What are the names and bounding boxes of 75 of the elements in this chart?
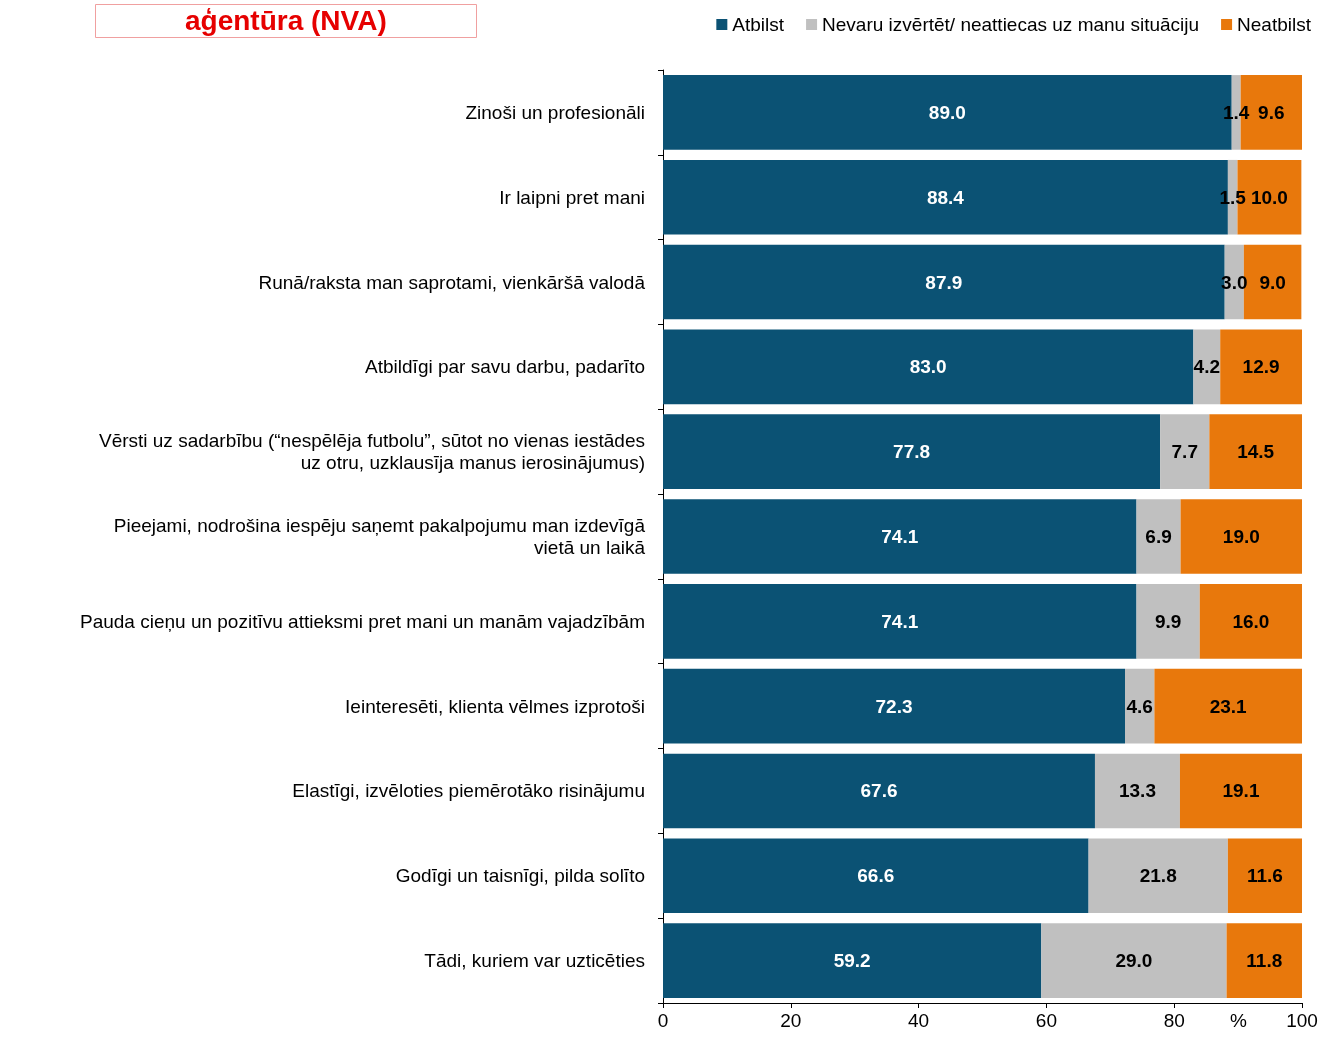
bar [663,499,1137,574]
y-tick-label: Godīgi un taisnīgi, pilda solīto [395,865,645,887]
x-tick-label: 0 [657,1010,669,1031]
y-tick-label: Pieejami, nodrošina iespēju saņemt pakalpojumu man izdevīgā vietā un laikā [113,515,646,558]
data-label: 7.7 [1171,441,1198,463]
bar [663,584,1137,659]
y-tick-label: Pauda cieņu un pozitīvu attieksmi pret mani un manām vajadzībām [79,610,645,632]
bar [1193,329,1221,405]
bar [1227,838,1302,914]
data-label: 89.0 [928,101,966,123]
data-label: 23.1 [1209,695,1248,717]
data-label: 19.0 [1222,526,1260,547]
bar [663,753,1095,829]
data-label: 6.9 [1145,526,1172,547]
bar [1160,414,1210,489]
y-tick-label: Zinoši un profesionāli [465,101,645,123]
data-label: 9.6 [1258,101,1285,123]
x-tick-label: 100 [1286,1010,1318,1031]
bar [1226,923,1302,998]
bar [663,668,1125,744]
data-label: 19.1 [1222,780,1260,802]
x-tick-label: 40 [908,1010,930,1031]
y-tick-label: Vērsti uz sadarbību (“nespēlēja futbolu”, sūtot no vienas iestādes uz otru, uzklausīja manus ierosinājumus) [98,430,645,474]
bar [663,923,1042,998]
x-tick-label: 60 [1035,1010,1057,1031]
data-label: 66.6 [857,865,895,887]
data-label: 29.0 [1115,950,1153,972]
y-tick-label: Atbildīgi par savu darbu, padarīto [365,356,645,378]
bar [1154,668,1302,744]
data-label: 9.0 [1259,271,1286,293]
legend-label: Atbilst [732,14,785,35]
x-tick-label: 80 [1163,1010,1185,1031]
bar [663,329,1194,405]
data-label: 67.6 [860,780,898,802]
data-label: 21.8 [1139,865,1177,887]
data-label: 4.6 [1126,695,1153,717]
bar [663,414,1161,489]
y-tick-label: Ieinteresēti, klienta vēlmes izprotoši [345,695,645,717]
data-label: 88.4 [926,186,965,208]
data-label: 11.6 [1246,865,1283,887]
legend-label: Nevaru izvērtēt/ neattiecas uz manu situāciju [822,14,1200,35]
bar [1088,838,1228,914]
text: aģentūra (NVA) [185,4,387,36]
bar [1094,753,1180,829]
bar [1199,584,1302,659]
bar [1209,414,1302,489]
data-label: 77.8 [893,441,931,463]
data-label: 74.1 [881,526,919,547]
data-label: 9.9 [1154,610,1182,632]
data-label: 13.3 [1118,780,1156,802]
data-label: 14.5 [1237,441,1275,463]
data-label: 10.0 [1250,186,1288,208]
data-label: 4.2 [1193,356,1220,378]
bar [1179,753,1302,829]
bar [1136,584,1200,659]
bar [1136,499,1181,574]
y-tick-label: Tādi, kuriem var uzticēties [424,950,645,972]
data-label: 16.0 [1232,610,1270,632]
x-tick-label: 20 [780,1010,802,1031]
legend-label: Neatbilst [1237,14,1312,35]
y-tick-label: Ir laipni pret mani [499,186,645,208]
y-tick-label: Elastīgi, izvēloties piemērotāko risinājumu [292,780,645,802]
data-label: 59.2 [833,950,871,972]
data-label: 87.9 [925,271,963,293]
bar [1220,329,1302,405]
data-label: 72.3 [875,695,913,717]
data-label: 12.9 [1242,356,1280,378]
data-label: 83.0 [909,356,947,378]
data-label: 74.1 [881,610,919,632]
bar [663,838,1089,914]
x-axis-title: % [1230,1010,1248,1031]
bar [1180,499,1302,574]
data-label: 11.8 [1246,950,1283,972]
y-tick-label: Runā/raksta man saprotami, vienkāršā valodā [258,271,646,293]
bar [1041,923,1227,998]
